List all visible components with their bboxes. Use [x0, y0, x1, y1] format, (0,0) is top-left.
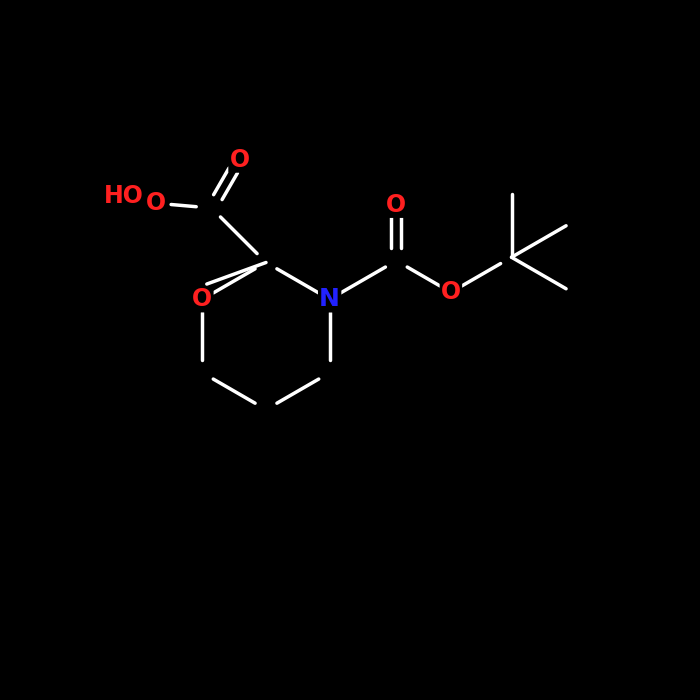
Text: O: O: [146, 191, 166, 215]
Text: N: N: [319, 287, 340, 312]
Text: HO: HO: [104, 184, 144, 208]
Text: O: O: [386, 193, 407, 217]
Text: O: O: [441, 280, 461, 304]
Text: O: O: [193, 287, 212, 312]
Text: O: O: [230, 148, 250, 172]
